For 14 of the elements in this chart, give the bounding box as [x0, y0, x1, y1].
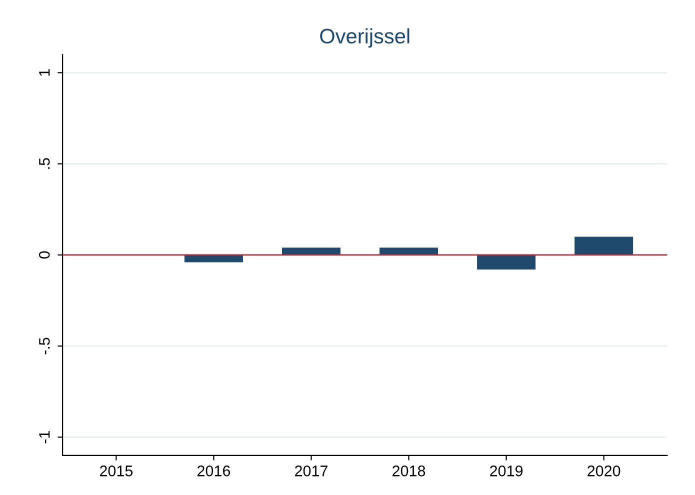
x-tick-label: 2017	[295, 466, 328, 476]
y-tick-label: 0	[38, 251, 50, 259]
x-tick-label: 2020	[588, 466, 620, 476]
x-tick-label: 2015	[100, 466, 133, 476]
chart-title: Overijssel	[320, 28, 410, 48]
x-tick-label: 2019	[490, 466, 523, 476]
bar	[477, 254, 536, 270]
y-tick-label: -1	[39, 431, 50, 444]
bar	[574, 236, 634, 255]
y-tick-label: -.5	[39, 338, 50, 354]
y-tick-label: 1	[39, 69, 50, 76]
x-tick-label: 2018	[392, 466, 426, 476]
x-tick-label: 2016	[197, 466, 230, 476]
y-tick-label: .5	[39, 158, 50, 169]
